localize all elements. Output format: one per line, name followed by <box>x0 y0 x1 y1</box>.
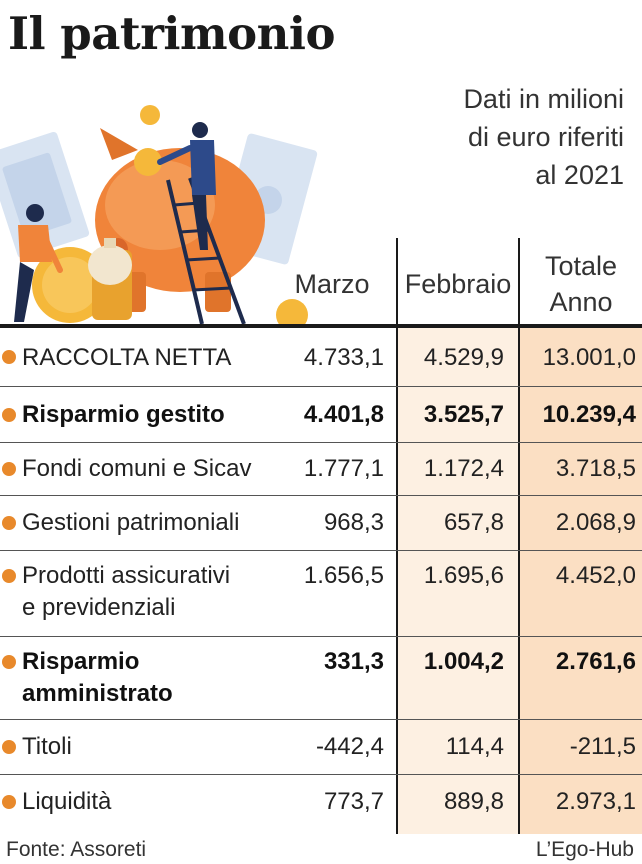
row-divider <box>0 495 642 496</box>
table-row: Liquidità 773,7 889,8 2.973,1 <box>0 775 642 834</box>
subtitle-line: al 2021 <box>535 160 624 190</box>
row-divider <box>0 442 642 443</box>
febbraio-column-bg <box>398 327 518 834</box>
table-row: Titoli -442,4 114,4 -211,5 <box>0 720 642 774</box>
coin-icon <box>32 105 308 328</box>
row-divider <box>0 386 642 387</box>
value-marzo: 331,3 <box>323 648 384 675</box>
totale-column-bg <box>520 327 642 834</box>
subtitle-line: Dati in milioni <box>463 84 624 114</box>
value-marzo: 1.656,5 <box>303 562 384 589</box>
bullet-icon <box>2 350 16 364</box>
money-bag-icon <box>88 238 132 285</box>
table-row: Risparmio gestito 4.401,8 3.525,7 10.239… <box>0 387 642 442</box>
bullet-icon <box>2 408 16 422</box>
row-label: RACCOLTA NETTA <box>22 344 232 371</box>
value-totale: 4.452,0 <box>555 562 636 589</box>
row-divider <box>0 719 642 720</box>
value-totale: 3.718,5 <box>555 455 636 482</box>
column-header-febbraio: Febbraio <box>404 269 512 299</box>
value-totale: 10.239,4 <box>542 401 636 428</box>
banknote-icon <box>0 131 90 258</box>
value-febbraio: 889,8 <box>443 788 504 815</box>
value-totale: 13.001,0 <box>542 344 636 371</box>
piggy-bank-illustration <box>0 105 318 328</box>
table-row: Fondi comuni e Sicav 1.777,1 1.172,4 3.7… <box>0 443 642 495</box>
row-divider <box>0 636 642 637</box>
header-rule <box>0 324 642 328</box>
value-marzo: -442,4 <box>315 733 384 760</box>
row-label: Liquidità <box>22 788 112 815</box>
row-label: Gestioni patrimoniali <box>22 509 240 536</box>
person-icon <box>14 204 63 322</box>
row-label: Fondi comuni e Sicav <box>22 455 252 482</box>
value-febbraio: 4.529,9 <box>423 344 504 371</box>
subtitle: Dati in milioni di euro riferiti al 2021 <box>364 80 624 194</box>
value-marzo: 1.777,1 <box>303 455 384 482</box>
value-marzo: 4.733,1 <box>303 344 384 371</box>
bullet-icon <box>2 655 16 669</box>
column-header-totale: Totale <box>544 251 618 281</box>
column-divider <box>396 238 398 834</box>
value-totale: -211,5 <box>569 733 636 760</box>
column-divider <box>518 238 520 834</box>
row-label: Risparmio gestito <box>22 401 225 428</box>
credit-note: L’Ego-Hub <box>535 838 634 861</box>
table-row: Risparmio amministrato 331,3 1.004,2 2.7… <box>0 637 642 719</box>
page-title: Il patrimonio <box>8 7 335 60</box>
row-divider <box>0 550 642 551</box>
bullet-icon <box>2 740 16 754</box>
value-totale: 2.068,9 <box>555 509 636 536</box>
source-note: Fonte: Assoreti <box>6 838 147 861</box>
subtitle-line: di euro riferiti <box>467 122 624 152</box>
value-marzo: 773,7 <box>323 788 384 815</box>
value-marzo: 968,3 <box>323 509 384 536</box>
row-label: Titoli <box>22 733 72 760</box>
row-label-line: Risparmio <box>22 648 140 675</box>
person-icon <box>157 122 216 250</box>
value-febbraio: 1.172,4 <box>423 455 504 482</box>
table-row: Gestioni patrimoniali 968,3 657,8 2.068,… <box>0 496 642 550</box>
value-totale: 2.973,1 <box>555 788 636 815</box>
row-label-line: Prodotti assicurativi <box>22 562 231 589</box>
value-febbraio: 1.004,2 <box>423 648 504 675</box>
bullet-icon <box>2 462 16 476</box>
value-febbraio: 1.695,6 <box>423 562 504 589</box>
table-row: Prodotti assicurativi e previdenziali 1.… <box>0 551 642 636</box>
row-label-line: e previdenziali <box>22 594 176 621</box>
value-totale: 2.761,6 <box>555 648 636 675</box>
table-row: RACCOLTA NETTA 4.733,1 4.529,9 13.001,0 <box>0 328 642 386</box>
value-febbraio: 3.525,7 <box>423 401 504 428</box>
column-header-marzo: Marzo <box>294 269 370 299</box>
value-febbraio: 657,8 <box>443 509 504 536</box>
row-label-line: amministrato <box>22 680 173 707</box>
bullet-icon <box>2 516 16 530</box>
bullet-icon <box>2 569 16 583</box>
value-febbraio: 114,4 <box>445 733 504 760</box>
bullet-icon <box>2 795 16 809</box>
row-divider <box>0 774 642 775</box>
value-marzo: 4.401,8 <box>303 401 384 428</box>
column-header-anno: Anno <box>549 287 613 317</box>
